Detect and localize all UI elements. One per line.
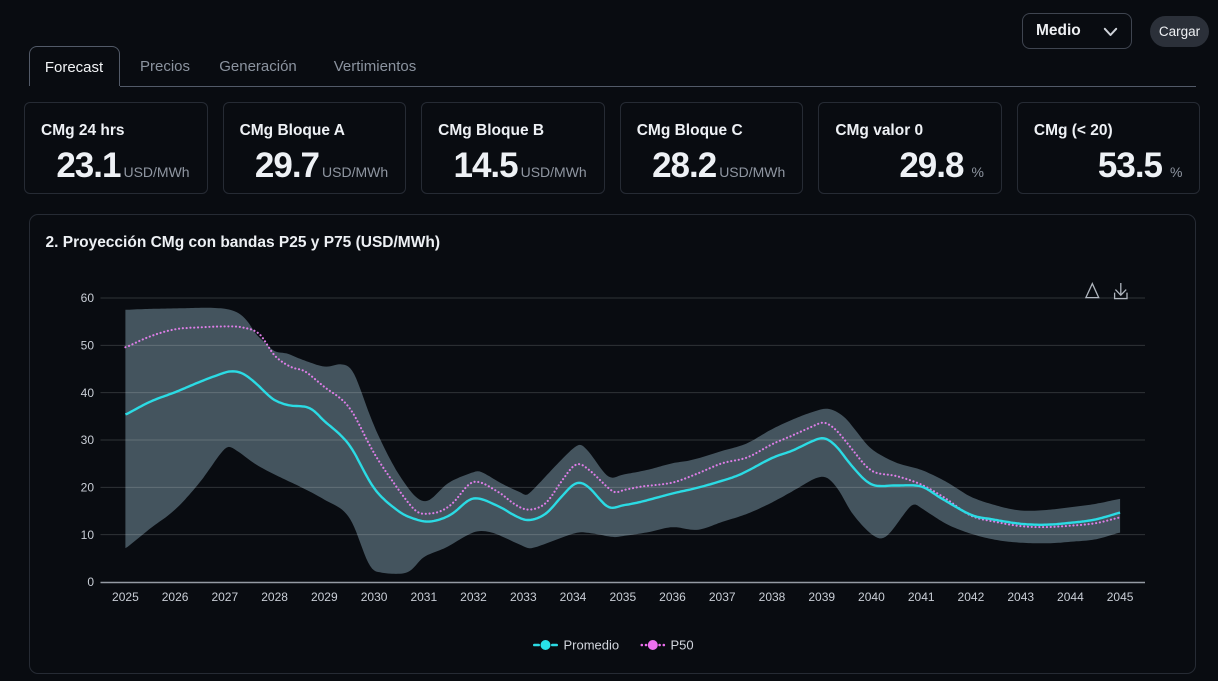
svg-text:2029: 2029 — [311, 590, 338, 604]
svg-text:2039: 2039 — [808, 590, 835, 604]
svg-text:50: 50 — [81, 339, 95, 353]
svg-text:2045: 2045 — [1107, 590, 1134, 604]
svg-text:10: 10 — [81, 528, 95, 542]
svg-text:2031: 2031 — [410, 590, 437, 604]
svg-text:Promedio: Promedio — [564, 638, 620, 653]
svg-text:2040: 2040 — [858, 590, 885, 604]
svg-text:2042: 2042 — [958, 590, 985, 604]
svg-text:40: 40 — [81, 386, 95, 400]
svg-text:2038: 2038 — [759, 590, 786, 604]
svg-text:P50: P50 — [671, 638, 694, 653]
svg-text:20: 20 — [81, 481, 95, 495]
svg-text:2044: 2044 — [1057, 590, 1084, 604]
svg-text:2027: 2027 — [211, 590, 238, 604]
svg-text:2026: 2026 — [162, 590, 189, 604]
svg-text:2028: 2028 — [261, 590, 288, 604]
svg-text:2041: 2041 — [908, 590, 935, 604]
svg-text:2030: 2030 — [361, 590, 388, 604]
svg-text:2033: 2033 — [510, 590, 537, 604]
svg-text:2032: 2032 — [460, 590, 487, 604]
svg-text:2035: 2035 — [609, 590, 636, 604]
svg-text:0: 0 — [87, 575, 94, 589]
svg-text:2043: 2043 — [1007, 590, 1034, 604]
svg-text:60: 60 — [81, 291, 95, 305]
svg-text:2037: 2037 — [709, 590, 736, 604]
svg-text:2025: 2025 — [112, 590, 139, 604]
svg-text:2036: 2036 — [659, 590, 686, 604]
svg-text:2034: 2034 — [560, 590, 587, 604]
svg-text:30: 30 — [81, 433, 95, 447]
